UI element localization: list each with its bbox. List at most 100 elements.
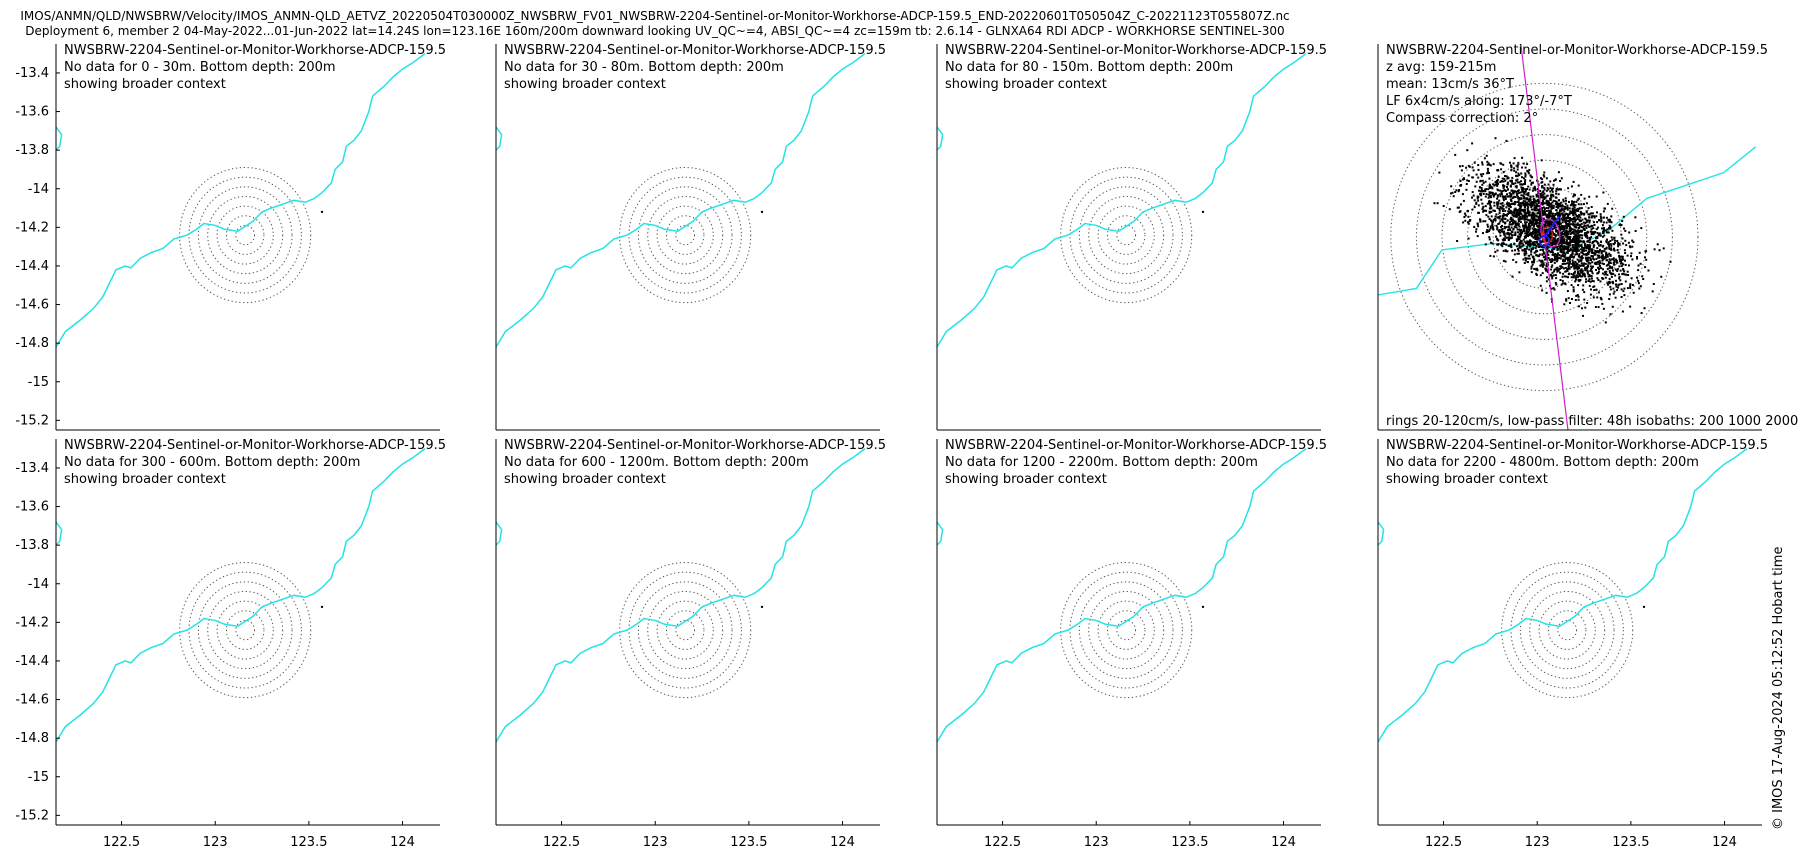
scatter-point [1551, 277, 1554, 280]
scatter-point [1494, 219, 1497, 222]
scatter-point [1565, 298, 1568, 301]
scatter-point [1529, 174, 1532, 177]
distance-ring [1060, 167, 1193, 304]
scatter-point [1593, 216, 1596, 219]
scatter-point [1553, 225, 1556, 227]
scatter-point [1592, 227, 1594, 230]
scatter-point [1576, 262, 1579, 265]
scatter-point [1517, 231, 1519, 234]
scatter-point [1575, 251, 1578, 254]
scatter-point [1535, 206, 1538, 209]
scatter-point [1491, 186, 1494, 189]
scatter-point [1523, 229, 1525, 232]
scatter-point [1547, 200, 1550, 203]
scatter-point [1471, 208, 1474, 211]
scatter-point [1565, 226, 1568, 229]
scatter-point [1507, 226, 1510, 228]
scatter-point [1626, 270, 1629, 273]
scatter-point [1539, 274, 1542, 277]
scatter-point [1559, 188, 1562, 191]
scatter-point [1577, 255, 1580, 258]
scatter-point [1571, 218, 1574, 221]
scatter-point [1506, 204, 1509, 207]
scatter-point [1517, 161, 1520, 164]
scatter-point [1544, 223, 1546, 226]
distance-ring [188, 571, 302, 689]
scatter-point [1547, 253, 1550, 256]
scatter-point [1577, 235, 1580, 238]
scatter-point [1438, 171, 1441, 174]
scatter-point [1501, 210, 1504, 212]
x-tick-label: 124 [830, 835, 855, 850]
scatter-point [1581, 249, 1584, 252]
scatter-point [1554, 202, 1557, 205]
scatter-point [1490, 191, 1493, 194]
scatter-point [1505, 232, 1508, 235]
scatter-point [1502, 189, 1505, 192]
scatter-point [1512, 162, 1515, 165]
scatter-point [1562, 198, 1565, 201]
scatter-point [1606, 267, 1609, 270]
distance-ring [188, 176, 302, 294]
scatter-point [1511, 222, 1514, 225]
x-tick-label: 123 [203, 835, 228, 850]
scatter-point [1496, 228, 1499, 231]
scatter-point [1491, 222, 1494, 225]
scatter-point [1517, 195, 1520, 198]
scatter-point [1524, 206, 1526, 209]
distance-ring [1116, 224, 1137, 246]
scatter-point [1566, 248, 1569, 251]
scatter-point [1493, 201, 1496, 204]
distance-ring [1547, 610, 1587, 650]
scatter-point [1516, 209, 1519, 212]
scatter-point [1508, 211, 1511, 214]
scatter-point [1523, 200, 1526, 203]
scatter-point [1555, 209, 1558, 212]
scatter-point [1576, 224, 1579, 226]
scatter-point [1578, 267, 1581, 270]
scatter-point [1575, 265, 1578, 268]
scatter-point [1543, 208, 1546, 211]
x-tick-label: 124 [390, 835, 415, 850]
scatter-point [1583, 298, 1586, 301]
scatter-point [1484, 188, 1487, 191]
scatter-point [1575, 244, 1578, 247]
scatter-point [1569, 254, 1572, 257]
distance-ring [656, 600, 714, 660]
scatter-point [1600, 220, 1603, 223]
scatter-point [1513, 196, 1515, 199]
scatter-point [1533, 258, 1536, 261]
scatter-point [1564, 202, 1567, 205]
distance-ring [628, 176, 742, 294]
scatter-point [1485, 154, 1488, 157]
scatter-point [1590, 236, 1593, 239]
scatter-point [1597, 272, 1600, 274]
scatter-point [1541, 207, 1544, 209]
scatter-point [1488, 191, 1491, 194]
panel-plot-area [56, 448, 426, 743]
scatter-point [1583, 197, 1586, 200]
scatter-point [1585, 258, 1588, 261]
scatter-point [1502, 239, 1505, 242]
scatter-point [1547, 203, 1550, 206]
scatter-point [1510, 226, 1513, 229]
scatter-point [1503, 221, 1506, 224]
scatter-point [1531, 223, 1534, 226]
scatter-point [1502, 163, 1505, 166]
scatter-point [1545, 199, 1548, 202]
scatter-point [1608, 260, 1611, 263]
scatter-point [1546, 187, 1549, 190]
scatter-point [1565, 216, 1568, 219]
scatter-point [1562, 267, 1565, 270]
scatter-point [1548, 258, 1551, 261]
scatter-point [1522, 197, 1525, 200]
scatter-point [1527, 228, 1530, 231]
scatter-point [1480, 175, 1483, 178]
scatter-point [1549, 220, 1552, 222]
scatter-point [1523, 248, 1526, 251]
scatter-point [1543, 187, 1546, 190]
scatter-point [1517, 200, 1520, 203]
scatter-point [1480, 189, 1483, 191]
scatter-point [1491, 242, 1494, 245]
scatter-point [1465, 166, 1468, 169]
